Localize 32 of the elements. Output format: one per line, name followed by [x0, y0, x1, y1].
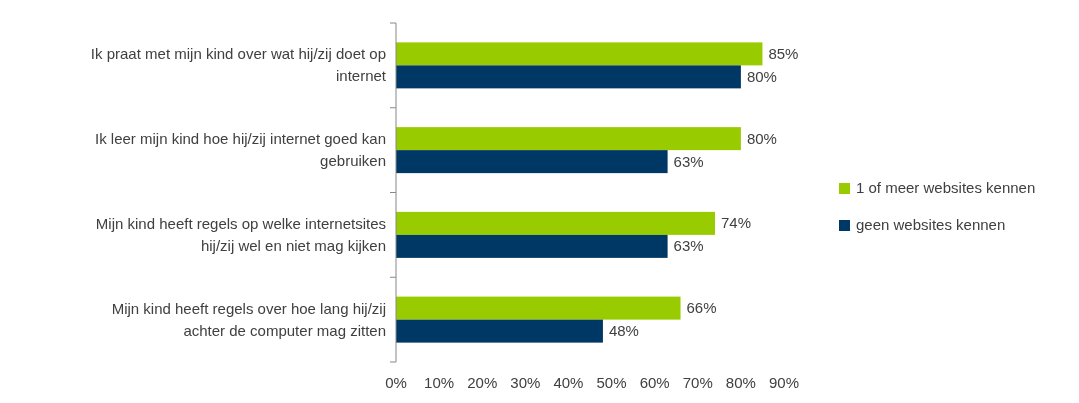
- data-label: 80%: [746, 67, 777, 85]
- x-tick-label: 20%: [467, 374, 498, 391]
- data-label: 48%: [608, 322, 639, 340]
- y-tick-label: Ik praat met mijn kind over wat hij/zij doet op internet: [90, 45, 387, 85]
- y-tick-label: Mijn kind heeft regels over hoe lang hij/zij achter de computer mag zitten: [111, 299, 386, 339]
- bar: [396, 150, 668, 174]
- bar: [396, 127, 741, 151]
- x-tick-label: 10%: [424, 374, 455, 391]
- data-label: 74%: [721, 214, 752, 232]
- bar: [396, 319, 603, 343]
- legend-label: geen websites kennen: [856, 216, 1006, 233]
- bar: [396, 42, 763, 66]
- x-tick-label: 80%: [725, 374, 756, 391]
- x-tick-label: 50%: [596, 374, 627, 391]
- data-label: 66%: [686, 299, 717, 317]
- x-tick-label: 60%: [639, 374, 670, 391]
- bar: [396, 234, 668, 258]
- x-tick-label: 70%: [682, 374, 713, 391]
- x-tick-label: 0%: [385, 374, 407, 391]
- legend-label: 1 of meer websites kennen: [856, 179, 1036, 196]
- data-label: 80%: [746, 129, 777, 147]
- bar: [396, 296, 681, 320]
- x-tick-label: 90%: [768, 374, 800, 391]
- data-label: 63%: [673, 152, 704, 170]
- y-tick-label: Ik leer mijn kind hoe hij/zij internet goed kan gebruiken: [95, 130, 386, 170]
- x-tick-label: 30%: [510, 374, 541, 391]
- y-tick-label: Mijn kind heeft regels op welke internetsites hij/zij wel en niet mag kijken: [95, 214, 386, 254]
- x-tick-label: 40%: [553, 374, 584, 391]
- data-label: 63%: [673, 237, 704, 255]
- bar: [396, 211, 716, 235]
- bar: [396, 65, 741, 89]
- data-label: 85%: [768, 44, 799, 62]
